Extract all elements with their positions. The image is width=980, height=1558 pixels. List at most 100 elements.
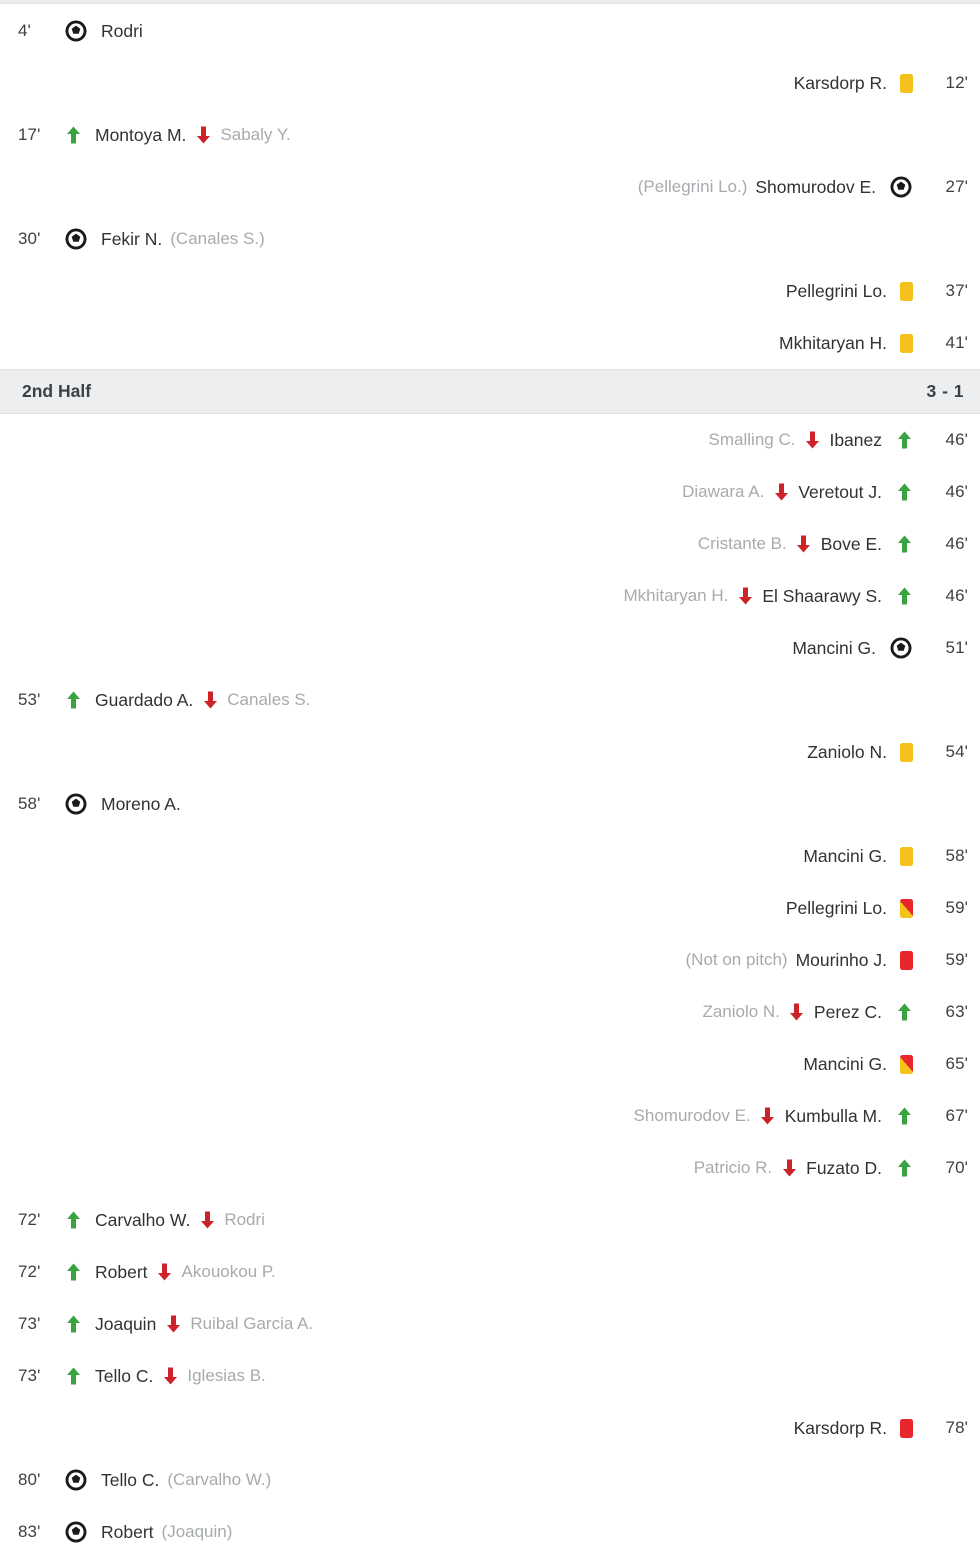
event-minute: 46' — [945, 482, 968, 501]
event-minute: 46' — [945, 534, 968, 553]
event-row-substitution[interactable]: Patricio R. Fuzato D. 70' — [0, 1142, 980, 1194]
event-row-goal[interactable]: 83' Robert (Joaquin) — [0, 1506, 980, 1558]
event-content: 58' Moreno A. — [18, 792, 181, 816]
player-out-name: Smalling C. — [708, 430, 796, 449]
event-content: Karsdorp R. 78' — [794, 1418, 968, 1439]
football-icon — [889, 636, 913, 660]
event-row-goal[interactable]: 80' Tello C. (Carvalho W.) — [0, 1454, 980, 1506]
event-minute: 59' — [945, 898, 968, 917]
event-row-second-yellow-card[interactable]: Pellegrini Lo. 59' — [0, 882, 980, 934]
player-out-name: Patricio R. — [693, 1158, 773, 1177]
event-content: Cristante B. Bove E. 46' — [698, 533, 968, 555]
event-row-substitution[interactable]: 72' Robert Akouokou P. — [0, 1246, 980, 1298]
yellow-card-icon — [900, 281, 913, 301]
arrow-up-icon — [64, 1261, 82, 1283]
arrow-down-icon — [772, 481, 790, 503]
event-row-substitution[interactable]: Shomurodov E. Kumbulla M. 67' — [0, 1090, 980, 1142]
football-icon — [64, 792, 88, 816]
scorer-name: Fekir N. — [101, 228, 163, 249]
event-row-substitution[interactable]: 72' Carvalho W. Rodri — [0, 1194, 980, 1246]
event-row-yellow-card[interactable]: Pellegrini Lo. 37' — [0, 265, 980, 317]
event-content: 72' Robert Akouokou P. — [18, 1261, 276, 1283]
arrow-up-icon — [64, 1209, 82, 1231]
player-in-name: El Shaarawy S. — [762, 585, 882, 606]
player-out-name: Canales S. — [227, 690, 311, 709]
event-row-yellow-card[interactable]: Karsdorp R. 12' — [0, 57, 980, 109]
event-row-goal[interactable]: 30' Fekir N. (Canales S.) — [0, 213, 980, 265]
player-out-name: Rodri — [224, 1210, 265, 1229]
event-row-goal[interactable]: Mancini G. 51' — [0, 622, 980, 674]
booked-player-name: Karsdorp R. — [793, 1417, 887, 1438]
red-card-icon — [900, 950, 913, 970]
half-score: 3 - 1 — [926, 381, 964, 401]
event-minute: 80' — [18, 1470, 41, 1489]
event-content: Mancini G. 65' — [803, 1054, 968, 1075]
arrow-down-icon — [780, 1157, 798, 1179]
arrow-down-icon — [201, 689, 219, 711]
arrow-down-icon — [803, 429, 821, 451]
event-row-substitution[interactable]: 17' Montoya M. Sabaly Y. — [0, 109, 980, 161]
event-minute: 27' — [945, 177, 968, 196]
event-row-substitution[interactable]: Smalling C. Ibanez 46' — [0, 414, 980, 466]
event-row-red-card[interactable]: (Not on pitch) Mourinho J. 59' — [0, 934, 980, 986]
booked-player-name: Zaniolo N. — [807, 741, 887, 762]
arrow-up-icon — [64, 689, 82, 711]
arrow-up-icon — [64, 1313, 82, 1335]
event-content: Mkhitaryan H. 41' — [779, 333, 968, 354]
event-content: 73' Tello C. Iglesias B. — [18, 1365, 266, 1387]
event-row-goal[interactable]: 4' Rodri — [0, 5, 980, 57]
event-minute: 72' — [18, 1210, 41, 1229]
player-out-name: Zaniolo N. — [702, 1002, 780, 1021]
booked-player-name: Mancini G. — [803, 1053, 887, 1074]
yellow-card-icon — [900, 333, 913, 353]
event-content: Mancini G. 58' — [803, 846, 968, 867]
event-row-yellow-card[interactable]: Mkhitaryan H. 41' — [0, 317, 980, 369]
event-row-red-card[interactable]: Karsdorp R. 78' — [0, 1402, 980, 1454]
player-in-name: Veretout J. — [798, 481, 882, 502]
event-content: 4' Rodri — [18, 19, 143, 43]
football-icon — [64, 19, 88, 43]
assist-name: (Carvalho W.) — [167, 1470, 272, 1489]
event-minute: 65' — [945, 1054, 968, 1073]
arrow-down-icon — [736, 585, 754, 607]
event-minute: 70' — [945, 1158, 968, 1177]
event-row-substitution[interactable]: 73' Joaquin Ruibal Garcia A. — [0, 1298, 980, 1350]
assist-name: (Pellegrini Lo.) — [637, 177, 748, 196]
football-icon — [64, 1520, 88, 1544]
event-minute: 73' — [18, 1314, 41, 1333]
event-row-goal[interactable]: (Pellegrini Lo.) Shomurodov E. 27' — [0, 161, 980, 213]
booked-player-name: Mancini G. — [803, 845, 887, 866]
event-content: Pellegrini Lo. 59' — [786, 898, 968, 919]
arrow-down-icon — [198, 1209, 216, 1231]
half-title: 2nd Half — [22, 381, 92, 401]
arrow-up-icon — [895, 481, 913, 503]
event-content: 30' Fekir N. (Canales S.) — [18, 227, 265, 251]
second-yellow-card-icon — [900, 898, 913, 918]
event-row-substitution[interactable]: 53' Guardado A. Canales S. — [0, 674, 980, 726]
event-row-substitution[interactable]: Zaniolo N. Perez C. 63' — [0, 986, 980, 1038]
yellow-card-icon — [900, 846, 913, 866]
event-row-second-yellow-card[interactable]: Mancini G. 65' — [0, 1038, 980, 1090]
player-out-name: Diawara A. — [682, 482, 765, 501]
player-in-name: Ibanez — [829, 429, 882, 450]
arrow-down-icon — [795, 533, 813, 555]
event-row-substitution[interactable]: Mkhitaryan H. El Shaarawy S. 46' — [0, 570, 980, 622]
player-in-name: Robert — [95, 1261, 148, 1282]
arrow-down-icon — [788, 1001, 806, 1023]
event-row-goal[interactable]: 58' Moreno A. — [0, 778, 980, 830]
event-content: Pellegrini Lo. 37' — [786, 281, 968, 302]
scorer-name: Rodri — [101, 20, 143, 41]
event-row-substitution[interactable]: Diawara A. Veretout J. 46' — [0, 466, 980, 518]
arrow-down-icon — [164, 1313, 182, 1335]
event-content: 53' Guardado A. Canales S. — [18, 689, 310, 711]
event-row-yellow-card[interactable]: Mancini G. 58' — [0, 830, 980, 882]
event-minute: 73' — [18, 1366, 41, 1385]
event-row-substitution[interactable]: 73' Tello C. Iglesias B. — [0, 1350, 980, 1402]
event-row-yellow-card[interactable]: Zaniolo N. 54' — [0, 726, 980, 778]
player-in-name: Perez C. — [813, 1001, 882, 1022]
event-row-substitution[interactable]: Cristante B. Bove E. 46' — [0, 518, 980, 570]
player-in-name: Guardado A. — [95, 689, 194, 710]
arrow-up-icon — [64, 124, 82, 146]
event-minute: 12' — [945, 73, 968, 92]
arrow-up-icon — [895, 429, 913, 451]
